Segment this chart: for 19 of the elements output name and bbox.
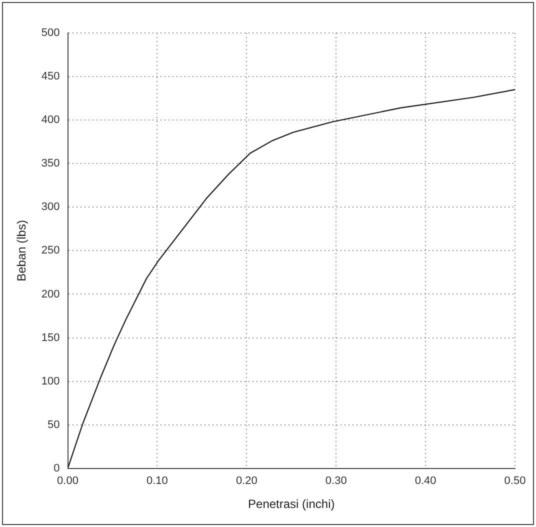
- x-tick-label: 0.30: [325, 475, 347, 488]
- x-tick-label: 0.50: [504, 475, 526, 488]
- x-tick-label: 0.40: [414, 475, 436, 488]
- y-tick-label: 250: [41, 244, 60, 257]
- x-axis-title: Penetrasi (inchi): [248, 497, 335, 512]
- y-tick-label: 350: [41, 158, 60, 170]
- y-tick-label: 200: [41, 288, 60, 300]
- y-tick-label: 50: [48, 418, 60, 431]
- y-tick-label: 150: [41, 332, 60, 344]
- y-tick-label: 450: [41, 70, 60, 83]
- y-tick-label: 500: [41, 27, 60, 40]
- y-tick-label: 100: [41, 375, 60, 388]
- y-tick-label: 300: [41, 201, 60, 214]
- x-tick-label: 0.10: [146, 475, 168, 488]
- x-tick-label: 0.20: [236, 475, 258, 488]
- x-tick-label: 0.00: [57, 475, 78, 488]
- y-axis-title: Beban (lbs): [14, 220, 29, 282]
- y-tick-label: 400: [41, 114, 60, 126]
- y-tick-label: 0: [54, 462, 60, 474]
